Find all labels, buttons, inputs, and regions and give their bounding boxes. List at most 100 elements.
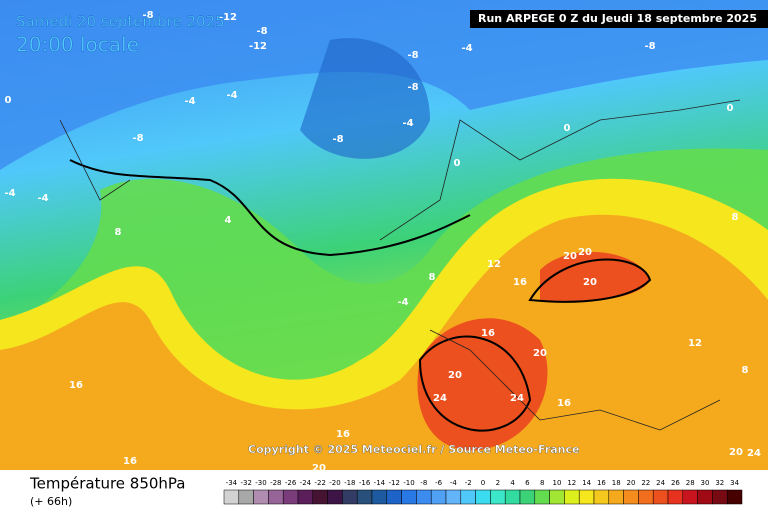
scale-swatch [638, 489, 654, 505]
isotherm-label: -12 [219, 12, 237, 23]
isotherm-label: -4 [4, 188, 15, 199]
isotherm-label: -4 [184, 96, 195, 107]
isotherm-label: 16 [69, 380, 83, 391]
scale-swatch [682, 489, 698, 505]
scale-label: 16 [597, 479, 606, 487]
scale-swatch [697, 489, 713, 505]
scale-swatch [356, 489, 373, 505]
scale-swatch [549, 489, 565, 505]
scale-label: -18 [344, 479, 355, 487]
scale-label: 26 [671, 479, 680, 487]
scale-label: -30 [255, 479, 266, 487]
isotherm-0 [69, 159, 471, 257]
isotherm-label: 20 [448, 370, 462, 381]
isotherm-label: -4 [402, 118, 413, 129]
isotherm-label: 20 [583, 277, 597, 288]
scale-label: 10 [553, 479, 562, 487]
scale-swatch [223, 489, 240, 505]
isotherm-label: 20 [533, 348, 547, 359]
scale-label: -6 [435, 479, 443, 487]
isotherm-label: 20 [563, 251, 577, 262]
scale-label: -26 [285, 479, 297, 487]
isotherm-label: 24 [747, 448, 761, 459]
scale-label: -4 [450, 479, 458, 487]
isotherm-label: 16 [513, 277, 527, 288]
scale-swatch [460, 489, 476, 505]
isotherm-label: 12 [487, 259, 501, 270]
isotherm-label: -8 [256, 26, 267, 37]
scale-label: 28 [686, 479, 695, 487]
isotherm-label: -8 [407, 50, 418, 61]
field-title: Température 850hPa [29, 475, 186, 493]
scale-label: 20 [627, 479, 636, 487]
scale-swatch [608, 489, 624, 505]
scale-swatch [268, 489, 284, 505]
scale-label: 14 [582, 479, 591, 487]
isotherm-label: 8 [429, 272, 436, 283]
isotherm-label: 0 [454, 158, 461, 169]
isotherm-label: -8 [132, 133, 143, 144]
isotherm-label: 20 [729, 447, 743, 458]
scale-label: -10 [403, 479, 414, 487]
isotherm-label: 16 [336, 429, 350, 440]
scale-label: 22 [641, 479, 650, 487]
scale-swatch [623, 489, 639, 505]
scale-swatch [667, 489, 684, 505]
lead-time: (+ 66h) [30, 495, 72, 508]
scale-label: 0 [481, 479, 485, 487]
isotherm-label: -8 [407, 82, 418, 93]
scale-swatch [726, 489, 743, 505]
scale-label: -22 [314, 479, 325, 487]
scale-swatch [430, 489, 447, 505]
scale-swatch [490, 489, 506, 505]
scale-swatch [519, 489, 536, 505]
scale-label: -2 [465, 479, 472, 487]
scale-label: -20 [329, 479, 340, 487]
scale-label: -28 [270, 479, 281, 487]
scale-swatch [282, 489, 299, 505]
scale-swatch [238, 489, 254, 505]
scale-label: 4 [510, 479, 515, 487]
scale-label: -16 [359, 479, 371, 487]
isotherm-label: -8 [332, 134, 343, 145]
scale-swatch [534, 489, 550, 505]
run-box [470, 10, 768, 28]
scale-label: -14 [374, 479, 386, 487]
scale-swatch [578, 489, 595, 505]
scale-label: -24 [300, 479, 312, 487]
isotherm-label: 16 [557, 398, 571, 409]
scale-swatch [327, 489, 343, 505]
local-time: 20:00 locale [16, 33, 139, 57]
scale-label: 8 [540, 479, 544, 487]
hot-area [417, 251, 650, 451]
scale-label: -34 [226, 479, 238, 487]
isotherm-label: 0 [727, 103, 734, 114]
isotherm-label: 24 [510, 393, 524, 404]
cold-core [300, 38, 430, 159]
isotherm-label: -4 [461, 43, 472, 54]
scale-swatch [712, 489, 728, 505]
isotherm-label: 4 [225, 215, 232, 226]
isotherm-label: 8 [742, 365, 749, 376]
isotherm-label: 20 [312, 463, 326, 474]
isotherm-label: 16 [123, 456, 137, 467]
copyright: Copyright © 2025 Meteociel.fr / Source M… [248, 443, 579, 456]
scale-label: -12 [388, 479, 399, 487]
isotherm-label: -4 [37, 193, 48, 204]
scale-label: 12 [567, 479, 576, 487]
isotherm-label: -8 [142, 10, 153, 21]
coastline [59, 99, 741, 431]
scale-swatch [386, 489, 402, 505]
scale-swatch [475, 489, 491, 505]
scale-label: -8 [420, 479, 427, 487]
scale-swatch [371, 489, 388, 505]
scale-label: 24 [656, 479, 665, 487]
color-scale: -34 -32 -30 -28 -26 -24 -22 -20 -18 -16 -14 -12 -10-… [223, 479, 743, 505]
scale-label: 32 [715, 479, 724, 487]
date: Samedi 20 septembre 2025 [16, 13, 225, 31]
scale-swatch [593, 489, 610, 505]
scale-swatch [312, 489, 328, 505]
isotherm-label: 8 [732, 212, 739, 223]
